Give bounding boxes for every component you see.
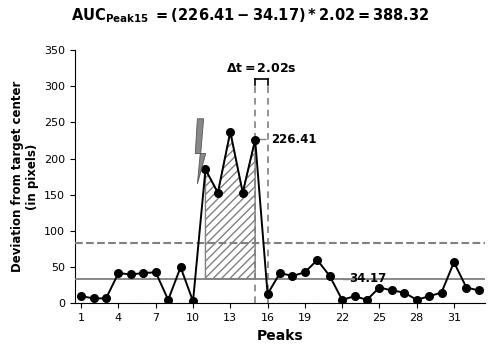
Text: 226.41: 226.41 bbox=[272, 133, 317, 146]
X-axis label: Peaks: Peaks bbox=[256, 329, 304, 343]
Text: 34.17: 34.17 bbox=[350, 272, 387, 285]
Polygon shape bbox=[196, 119, 205, 184]
Polygon shape bbox=[206, 132, 255, 279]
Text: $\mathbf{\Delta t = 2.02s}$: $\mathbf{\Delta t = 2.02s}$ bbox=[226, 62, 296, 75]
Y-axis label: Deviation from target center
(in pixels): Deviation from target center (in pixels) bbox=[10, 81, 38, 272]
Text: $\mathbf{AUC_{Peak15}}$ $\mathbf{= (226.41 - 34.17) * 2.02 = 388.32}$: $\mathbf{AUC_{Peak15}}$ $\mathbf{= (226.… bbox=[70, 6, 430, 25]
